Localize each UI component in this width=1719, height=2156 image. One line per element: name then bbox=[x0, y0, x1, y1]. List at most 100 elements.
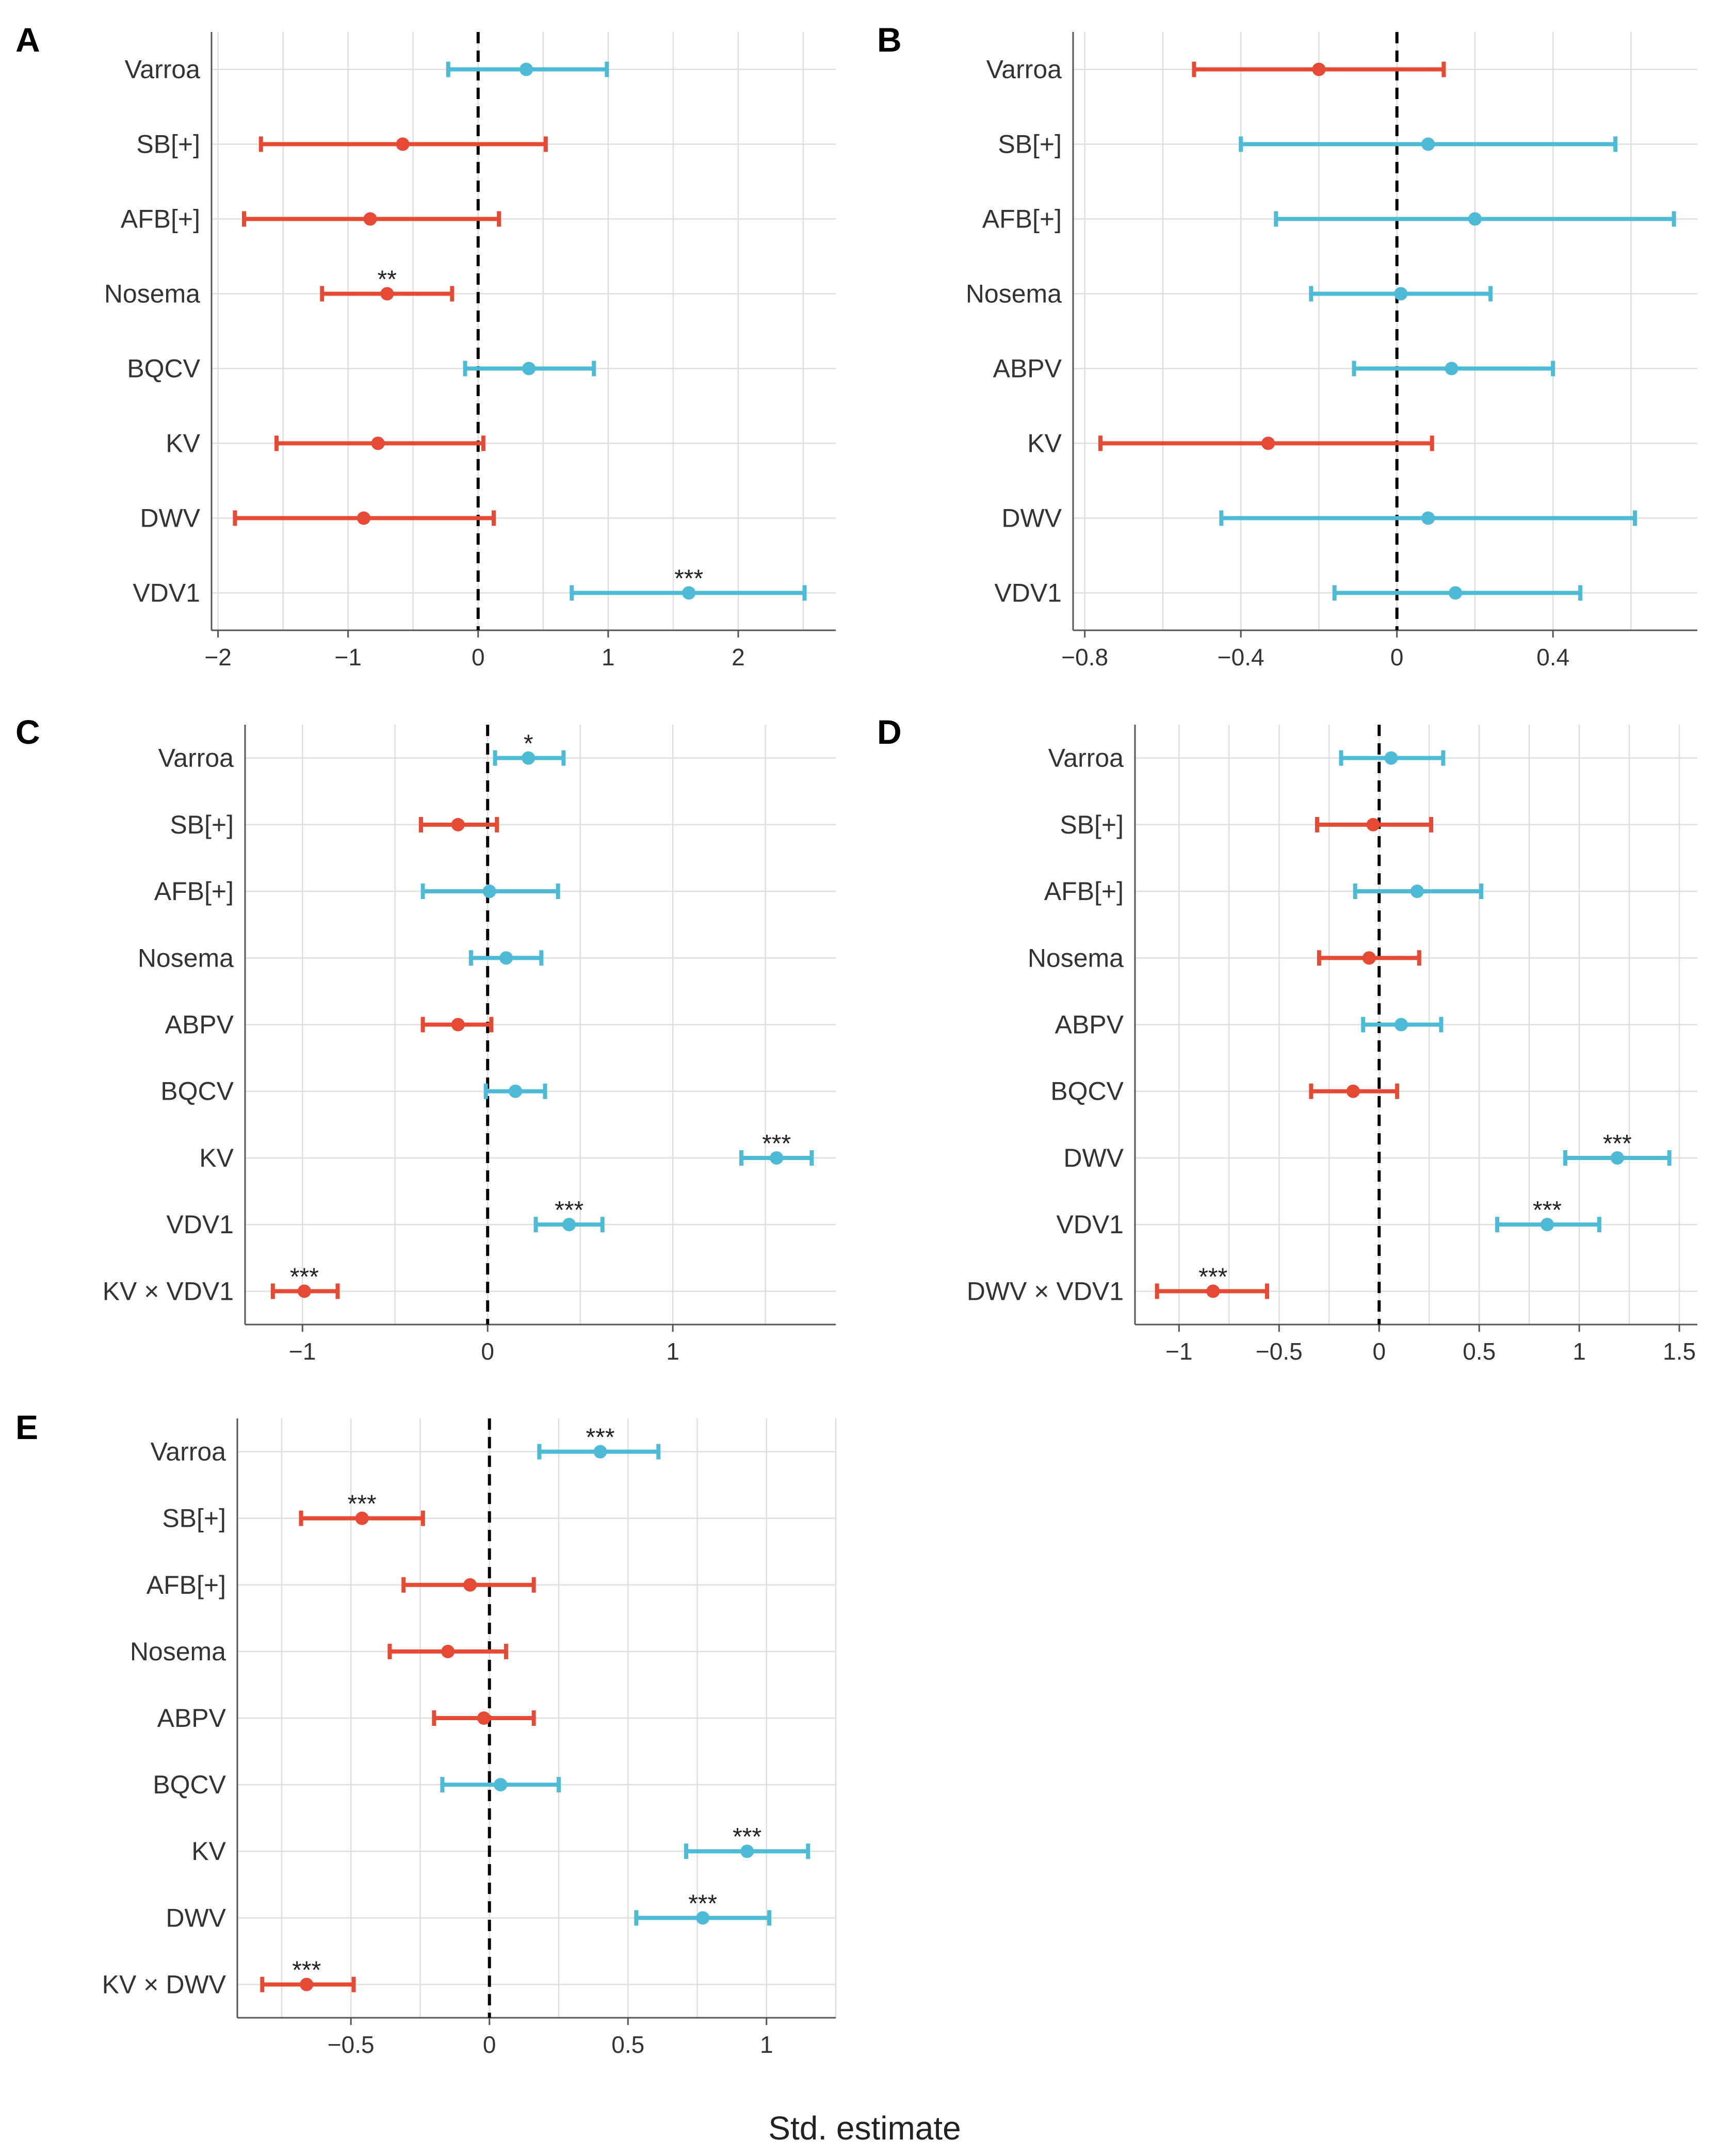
x-tick-label: 0.5 bbox=[611, 2031, 644, 2058]
estimate-point bbox=[357, 512, 370, 525]
estimate-point bbox=[522, 362, 536, 375]
estimate-point bbox=[451, 1018, 465, 1032]
estimate-errorbar bbox=[1317, 817, 1431, 832]
x-tick-label: 0 bbox=[483, 2031, 496, 2058]
estimate-point bbox=[1347, 1085, 1360, 1098]
significance-label: *** bbox=[733, 1823, 761, 1851]
significance-label: *** bbox=[292, 1956, 321, 1984]
estimate-errorbar bbox=[1276, 211, 1674, 227]
row-label: Varroa bbox=[151, 1438, 226, 1466]
row-label: Varroa bbox=[986, 55, 1062, 84]
row-label: SB[+] bbox=[998, 130, 1062, 159]
x-tick-label: 0 bbox=[472, 644, 485, 671]
estimate-errorbar bbox=[1319, 950, 1419, 966]
row-label: SB[+] bbox=[136, 130, 200, 159]
estimate-errorbar bbox=[1221, 511, 1635, 526]
x-tick-label: 0 bbox=[1390, 644, 1404, 671]
estimate-point bbox=[371, 437, 385, 450]
estimate-point bbox=[1449, 586, 1462, 600]
panel-b: B −0.8 −0.4 0 0.4 Varroa SB[+] AFB[+] Nosema ABPV… bbox=[877, 21, 1697, 671]
estimate-point bbox=[1410, 885, 1424, 898]
x-tick-label: −1 bbox=[289, 1338, 316, 1365]
significance-label: *** bbox=[586, 1424, 614, 1451]
estimate-point bbox=[463, 1578, 477, 1592]
panel-a: A −2 −1 0 1 2 Varroa SB[+] AFB[+] Nosema ** BQCV KV D… bbox=[15, 21, 836, 671]
row-label: KV bbox=[166, 429, 200, 458]
estimate-point bbox=[1261, 437, 1275, 450]
estimate-errorbar bbox=[1241, 137, 1615, 152]
estimate-point bbox=[494, 1778, 507, 1791]
estimate-point bbox=[1394, 287, 1407, 301]
estimate-errorbar bbox=[1354, 361, 1553, 377]
estimate-point bbox=[1312, 63, 1325, 76]
row-label: BQCV bbox=[160, 1077, 234, 1106]
row-label: ABPV bbox=[1055, 1010, 1124, 1039]
significance-label: *** bbox=[674, 565, 703, 593]
row-label: BQCV bbox=[1050, 1077, 1124, 1106]
estimate-point bbox=[396, 138, 410, 151]
estimate-point bbox=[1385, 752, 1398, 765]
row-label: KV bbox=[1027, 429, 1062, 458]
x-tick-label: 2 bbox=[732, 644, 745, 671]
row-label: VDV1 bbox=[133, 579, 200, 608]
estimate-errorbar bbox=[442, 1777, 559, 1792]
estimate-point bbox=[1363, 951, 1376, 965]
estimate-errorbar bbox=[434, 1710, 533, 1726]
estimate-point bbox=[509, 1085, 522, 1098]
estimate-errorbar bbox=[244, 211, 499, 227]
row-label: DWV bbox=[1063, 1144, 1124, 1172]
row-label: VDV1 bbox=[1056, 1210, 1124, 1239]
panel-label: A bbox=[15, 21, 40, 59]
row-label: SB[+] bbox=[170, 810, 234, 839]
panel-label: C bbox=[15, 713, 40, 751]
row-label: ABPV bbox=[157, 1704, 226, 1733]
estimate-errorbar bbox=[1335, 585, 1580, 601]
estimate-point bbox=[477, 1711, 491, 1725]
row-label: AFB[+] bbox=[154, 877, 234, 906]
estimate-point bbox=[1445, 362, 1458, 375]
x-tick-label: 1.5 bbox=[1663, 1338, 1696, 1365]
significance-label: *** bbox=[688, 1890, 717, 1917]
significance-label: * bbox=[524, 730, 533, 758]
row-label: DWV bbox=[1001, 504, 1062, 533]
estimate-point bbox=[451, 818, 465, 831]
estimate-errorbar bbox=[465, 361, 594, 377]
row-label: BQCV bbox=[127, 354, 200, 383]
row-label: Nosema bbox=[1028, 943, 1124, 972]
estimate-point bbox=[499, 951, 513, 965]
row-label: VDV1 bbox=[166, 1210, 234, 1239]
row-label: AFB[+] bbox=[121, 205, 200, 234]
x-tick-label: −2 bbox=[204, 644, 231, 671]
estimate-point bbox=[1421, 138, 1435, 151]
significance-label: *** bbox=[1198, 1263, 1227, 1291]
row-label: Nosema bbox=[138, 943, 234, 972]
panel-label: B bbox=[877, 21, 902, 59]
panel-label: E bbox=[15, 1408, 38, 1446]
estimate-errorbar bbox=[1355, 884, 1481, 899]
panel-d: D−1 −0.5 0 0.5 1 1.5VarroaSB[+]AFB[+]NosemaAB… bbox=[877, 713, 1697, 1365]
significance-label: *** bbox=[1603, 1130, 1632, 1157]
significance-label: *** bbox=[348, 1491, 377, 1518]
x-tick-label: −1 bbox=[334, 644, 361, 671]
x-tick-label: −0.5 bbox=[328, 2031, 375, 2058]
x-tick-label: 0.5 bbox=[1463, 1338, 1496, 1365]
row-label: ABPV bbox=[993, 354, 1062, 383]
estimate-errorbar bbox=[1311, 286, 1490, 302]
row-label: Nosema bbox=[104, 280, 200, 308]
row-label: BQCV bbox=[153, 1770, 226, 1799]
row-label: Varroa bbox=[1048, 744, 1124, 773]
estimate-point bbox=[1394, 1018, 1408, 1032]
row-label: Nosema bbox=[130, 1637, 226, 1666]
estimate-errorbar bbox=[403, 1577, 533, 1593]
estimate-errorbar bbox=[421, 817, 497, 832]
estimate-point bbox=[520, 63, 533, 76]
estimate-errorbar bbox=[486, 1084, 545, 1099]
x-tick-label: −0.5 bbox=[1256, 1338, 1303, 1365]
estimate-errorbar bbox=[277, 436, 483, 451]
row-label: DWV bbox=[140, 504, 200, 533]
x-axis-title: Std. estimate bbox=[768, 2110, 961, 2147]
row-label: KV × VDV1 bbox=[103, 1277, 234, 1305]
forest-plot-figure: Std. estimate A−2 −1 0 1 2VarroaSB[+]AFB[+]N… bbox=[0, 0, 1719, 2156]
significance-label: ** bbox=[378, 266, 397, 293]
row-label: KV bbox=[191, 1837, 226, 1866]
